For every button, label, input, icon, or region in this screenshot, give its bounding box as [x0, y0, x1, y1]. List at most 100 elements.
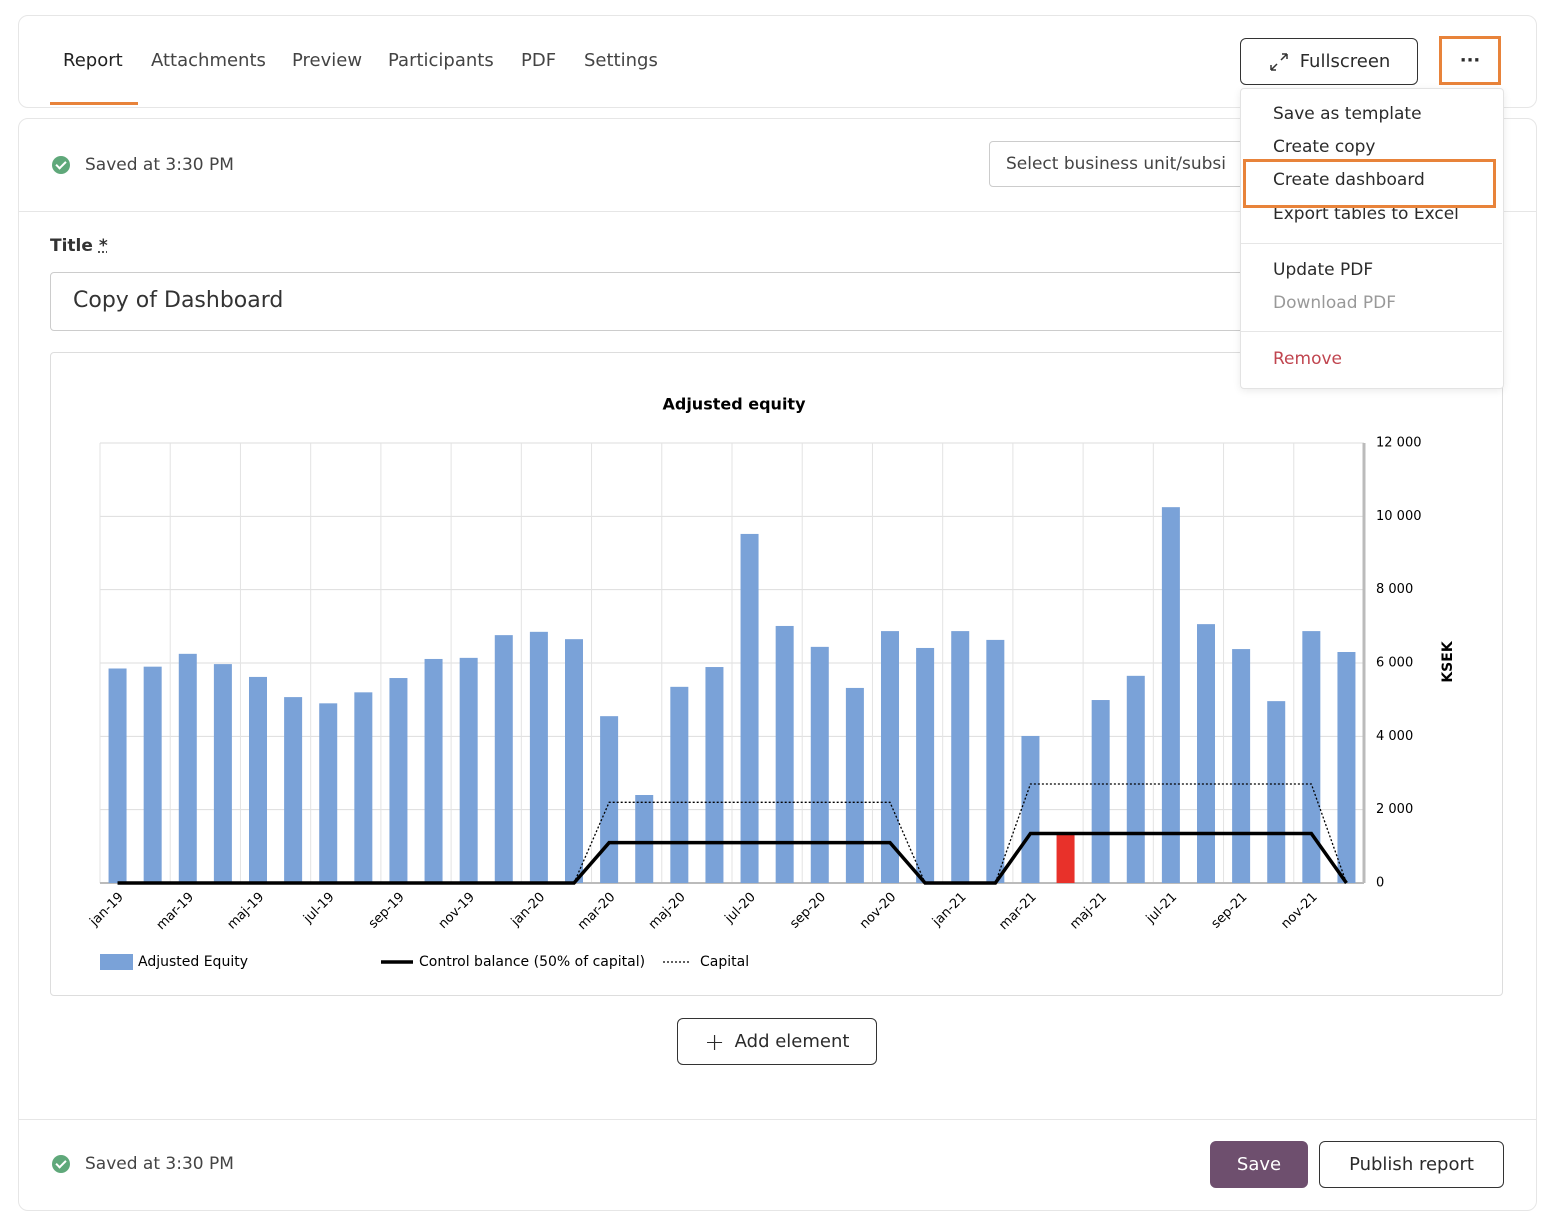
- title-label: Title *: [50, 236, 108, 256]
- tab[interactable]: Settings: [584, 50, 658, 71]
- fullscreen-button[interactable]: Fullscreen: [1240, 38, 1418, 85]
- bar: [494, 635, 513, 883]
- bar: [424, 658, 443, 883]
- saved-icon: [52, 1155, 70, 1173]
- menu-item[interactable]: Create dashboard: [1273, 170, 1425, 190]
- label-text: Title: [50, 236, 93, 256]
- bar: [740, 533, 759, 883]
- x-tick-label: sep-20: [787, 890, 829, 932]
- legend-swatch: [100, 954, 133, 970]
- y-tick-label: 6 000: [1376, 656, 1413, 671]
- x-tick-label: jan-19: [87, 890, 127, 930]
- menu-item[interactable]: Remove: [1273, 349, 1342, 369]
- bar: [951, 631, 970, 883]
- tab[interactable]: Participants: [388, 50, 494, 71]
- bar: [565, 639, 583, 883]
- menu-item[interactable]: Download PDF: [1273, 293, 1397, 313]
- bar: [1267, 701, 1286, 883]
- tab[interactable]: PDF: [521, 50, 557, 71]
- chart-title: Adjusted equity: [662, 395, 806, 414]
- bar: [1232, 649, 1251, 883]
- saved-icon: [52, 156, 70, 174]
- x-tick-label: jan-21: [929, 890, 969, 930]
- legend-label: Capital: [700, 954, 749, 970]
- bar: [775, 625, 794, 883]
- bar: [284, 697, 303, 883]
- menu-separator: [1241, 243, 1502, 244]
- x-tick-label: nov-19: [436, 890, 478, 932]
- x-tick-label: jan-20: [508, 890, 548, 930]
- chart-container: Adjusted equity KSEK 0 2 000 4 000 6 000 8 0…: [50, 352, 1503, 996]
- bar: [178, 653, 197, 883]
- tab[interactable]: Attachments: [151, 50, 266, 71]
- add-element-button[interactable]: + Add element: [677, 1018, 877, 1065]
- x-tick-label: maj-20: [646, 890, 689, 933]
- bar: [249, 676, 267, 883]
- x-tick-label: mar-19: [154, 890, 197, 933]
- line: [117, 783, 1348, 884]
- bar: [1197, 624, 1215, 883]
- bar: [705, 667, 724, 883]
- bar: [1337, 652, 1356, 883]
- bar: [459, 657, 478, 883]
- y-axis-label: KSEK: [1440, 640, 1456, 682]
- bar: [986, 639, 1005, 883]
- bar: [1302, 631, 1321, 883]
- button-label: Fullscreen: [1299, 51, 1391, 72]
- x-tick-label: sep-19: [366, 890, 408, 932]
- bar: [1056, 833, 1075, 883]
- dropdown-menu: [1240, 88, 1504, 389]
- tab[interactable]: Report: [63, 50, 123, 71]
- bar: [1161, 507, 1180, 883]
- fullscreen-icon: [1269, 52, 1288, 71]
- active-tab-indicator: [50, 102, 138, 105]
- y-tick-label: 12 000: [1376, 436, 1422, 451]
- menu-item[interactable]: Save as template: [1273, 104, 1422, 124]
- legend-label: Adjusted Equity: [138, 954, 248, 970]
- divider: [18, 1119, 1536, 1120]
- y-tick-label: 4 000: [1376, 729, 1413, 744]
- bar: [1091, 700, 1110, 883]
- bar: [529, 631, 548, 883]
- divider: [18, 211, 1536, 212]
- plus-icon: +: [704, 1027, 725, 1056]
- bar: [1021, 735, 1040, 883]
- bar: [108, 668, 127, 883]
- tab[interactable]: Preview: [292, 50, 363, 71]
- bar: [1126, 675, 1145, 883]
- x-tick-label: maj-21: [1067, 890, 1110, 933]
- x-tick-label: jul-19: [300, 890, 337, 927]
- save-button[interactable]: Save: [1210, 1141, 1308, 1188]
- bar: [600, 716, 619, 883]
- more-button[interactable]: ···: [1439, 36, 1501, 85]
- x-tick-label: mar-20: [575, 890, 618, 933]
- bar: [810, 646, 829, 883]
- x-tick-label: nov-20: [857, 890, 899, 932]
- bar: [319, 703, 338, 883]
- menu-item[interactable]: Update PDF: [1273, 260, 1374, 280]
- legend-label: Control balance (50% of capital): [419, 954, 645, 970]
- x-tick-label: jul-20: [722, 890, 759, 927]
- y-tick-label: 0: [1376, 876, 1384, 891]
- x-tick-label: jul-21: [1143, 890, 1180, 927]
- bar: [389, 678, 408, 883]
- x-tick-label: maj-19: [225, 890, 268, 933]
- menu-separator: [1241, 331, 1502, 332]
- chart: Adjusted equity KSEK 0 2 000 4 000 6 000 8 0…: [87, 395, 1456, 970]
- y-tick-label: 2 000: [1376, 802, 1413, 817]
- menu-item[interactable]: Export tables to Excel: [1273, 204, 1459, 224]
- highlight-box: [1243, 159, 1496, 208]
- bar: [213, 664, 232, 883]
- saved-status: Saved at 3:30 PM: [85, 155, 234, 175]
- bar: [354, 692, 373, 883]
- x-tick-label: mar-21: [996, 890, 1039, 933]
- required-mark: *: [98, 236, 108, 256]
- y-tick-label: 8 000: [1376, 582, 1413, 597]
- menu-item[interactable]: Create copy: [1273, 137, 1376, 157]
- bar: [143, 666, 162, 883]
- y-tick-label: 10 000: [1376, 509, 1422, 524]
- button-label: Add element: [734, 1031, 850, 1052]
- publish-button[interactable]: Publish report: [1319, 1141, 1504, 1188]
- bar: [916, 647, 935, 883]
